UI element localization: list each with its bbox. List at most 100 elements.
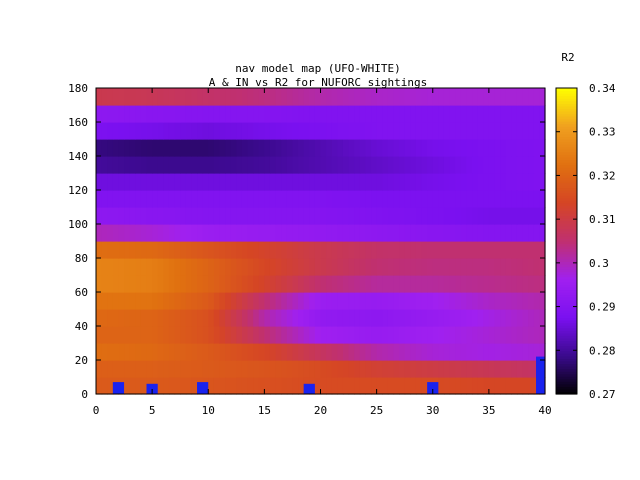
heatmap-cell: [359, 360, 366, 378]
heatmap-cell: [387, 258, 395, 276]
heatmap-cell: [376, 122, 383, 140]
heatmap-cell: [376, 258, 383, 276]
heatmap-cell: [225, 326, 232, 344]
heatmap-cell: [455, 156, 462, 174]
heatmap-cell: [415, 326, 423, 344]
y-tick-label: 120: [68, 184, 88, 197]
heatmap-cell: [432, 343, 439, 361]
heatmap-cell: [180, 173, 187, 191]
heatmap-cell: [528, 258, 535, 276]
heatmap-cell: [236, 241, 243, 259]
colorbar-tick-label: 0.29: [589, 301, 616, 314]
heatmap-cell: [168, 258, 176, 276]
heatmap-cell: [522, 207, 529, 225]
heatmap-cell: [213, 258, 221, 276]
heatmap-cell: [258, 292, 265, 310]
heatmap-cell: [146, 360, 153, 378]
heatmap-cell: [241, 258, 249, 276]
heatmap-cell: [460, 88, 468, 106]
heatmap-cell: [505, 224, 512, 242]
heatmap-cell: [443, 360, 451, 378]
heatmap-cell: [359, 326, 366, 344]
heatmap-cell: [415, 207, 423, 225]
heatmap-cell: [124, 258, 131, 276]
colorbar-segment: [556, 353, 577, 357]
heatmap-cell: [225, 292, 232, 310]
heatmap-cell: [371, 343, 378, 361]
heatmap-cell: [354, 224, 361, 242]
heatmap-cell: [247, 326, 254, 344]
heatmap-cell: [455, 122, 462, 140]
heatmap-cell: [101, 309, 108, 327]
heatmap-cell: [253, 190, 260, 208]
heatmap-cell: [455, 309, 462, 327]
heatmap-cell: [118, 360, 125, 378]
heatmap-cell: [202, 292, 209, 310]
heatmap-cell: [399, 343, 406, 361]
heatmap-cell: [247, 377, 254, 395]
heatmap-cell: [157, 88, 164, 106]
heatmap-cell: [286, 258, 294, 276]
heatmap-cell: [421, 360, 428, 378]
heatmap-cell: [432, 173, 439, 191]
heatmap-cell: [500, 156, 507, 174]
heatmap-cell: [197, 207, 204, 225]
heatmap-cell: [303, 275, 310, 293]
heatmap-cell: [427, 241, 434, 259]
colorbar-segment: [556, 299, 577, 303]
heatmap-cell: [511, 292, 518, 310]
heatmap-cell: [472, 326, 479, 344]
heatmap-cell: [421, 309, 428, 327]
y-tick-label: 80: [75, 252, 88, 265]
heatmap-cell: [382, 139, 389, 157]
heatmap-cell: [539, 343, 546, 361]
heatmap-cell: [185, 241, 193, 259]
heatmap-cell: [449, 156, 456, 174]
heatmap-cell: [371, 258, 378, 276]
heatmap-cell: [449, 88, 456, 106]
heatmap-cell: [146, 173, 153, 191]
heatmap-cell: [399, 88, 406, 106]
heatmap-cell: [387, 309, 395, 327]
heatmap-cell: [365, 156, 372, 174]
heatmap-cell: [202, 309, 209, 327]
heatmap-cell: [320, 258, 327, 276]
heatmap-cell: [168, 241, 176, 259]
heatmap-cell: [118, 207, 125, 225]
heatmap-cell: [292, 292, 299, 310]
heatmap-cell: [163, 326, 170, 344]
heatmap-cell: [354, 122, 361, 140]
heatmap-cell: [376, 88, 383, 106]
heatmap-cell: [241, 224, 249, 242]
heatmap-cell: [455, 224, 462, 242]
heatmap-cell: [168, 326, 176, 344]
heatmap-cell: [348, 309, 355, 327]
heatmap-cell: [202, 258, 209, 276]
heatmap-cell: [393, 377, 400, 395]
heatmap-cell: [354, 292, 361, 310]
heatmap-cell: [404, 88, 411, 106]
heatmap-cell: [152, 224, 159, 242]
heatmap-cell: [522, 105, 529, 123]
heatmap-cell: [197, 173, 204, 191]
heatmap-cell: [124, 343, 131, 361]
heatmap-cell: [455, 241, 462, 259]
heatmap-cell: [528, 377, 535, 395]
heatmap-cell: [488, 190, 496, 208]
heatmap-cell: [314, 275, 322, 293]
heatmap-cell: [230, 224, 237, 242]
heatmap-cell: [376, 139, 383, 157]
heatmap-cell: [96, 190, 103, 208]
heatmap-cell: [219, 224, 226, 242]
heatmap-cell: [488, 360, 496, 378]
heatmap-cell: [157, 360, 164, 378]
heatmap-cell: [303, 105, 310, 123]
heatmap-cell: [124, 173, 131, 191]
heatmap-cell: [247, 190, 254, 208]
heatmap-cell: [500, 360, 507, 378]
heatmap-cell: [275, 275, 282, 293]
heatmap-cell: [230, 326, 237, 344]
heatmap-cell: [236, 309, 243, 327]
heatmap-cell: [309, 258, 316, 276]
heatmap-cell: [197, 292, 204, 310]
